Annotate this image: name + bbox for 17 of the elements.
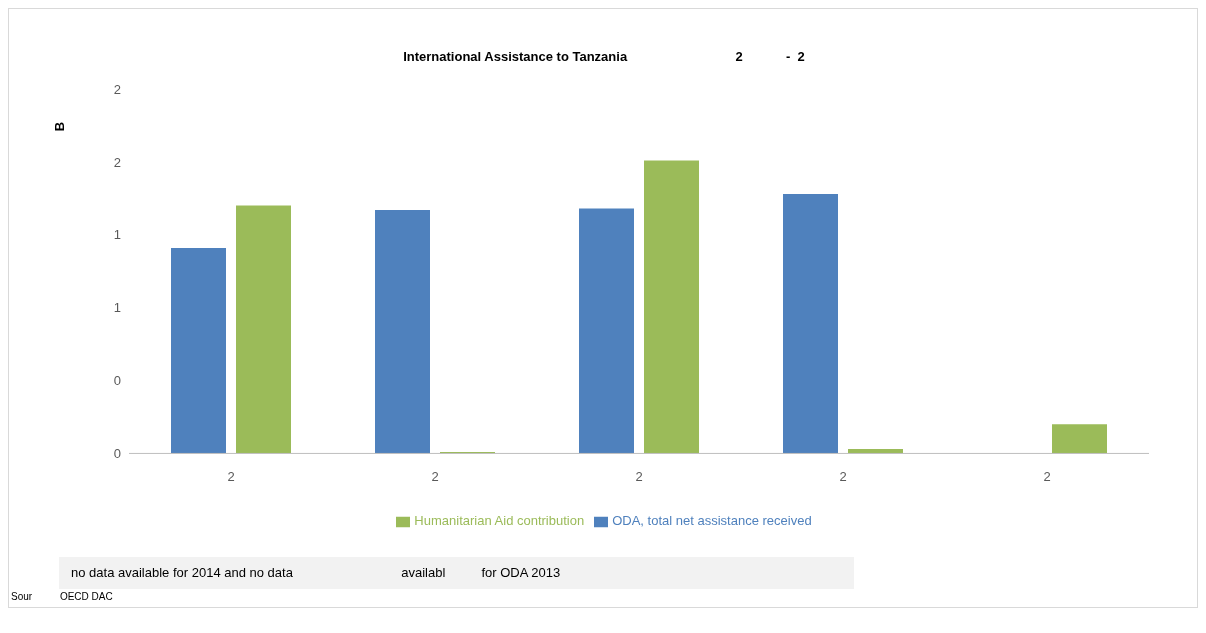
y-tick-label: 0 (113, 446, 121, 462)
y-tick-label: 2 (113, 81, 121, 97)
x-tick-label: 2 (839, 468, 847, 484)
x-tick-label: 2 (635, 468, 643, 484)
text: Sour OECD DAC (11, 591, 113, 602)
y-axis-title: B (51, 121, 67, 132)
y-tick-label: 1 (113, 300, 121, 316)
legend-label: ODA, total net assistance received (612, 513, 812, 529)
y-tick-label: 0 (113, 373, 121, 389)
text: no data available for 2014 and no data availabl for ODA 2013 (59, 557, 854, 589)
chart-title: International Assistance to Tanzania 2 - 2 (402, 49, 806, 64)
x-tick-label: 2 (431, 468, 439, 484)
x-tick-label: 2 (1043, 468, 1051, 484)
y-tick-label: 1 (113, 227, 121, 243)
y-tick-label: 2 (113, 154, 121, 170)
legend-label: Humanitarian Aid contribution (414, 513, 585, 529)
x-tick-label: 2 (227, 468, 235, 484)
